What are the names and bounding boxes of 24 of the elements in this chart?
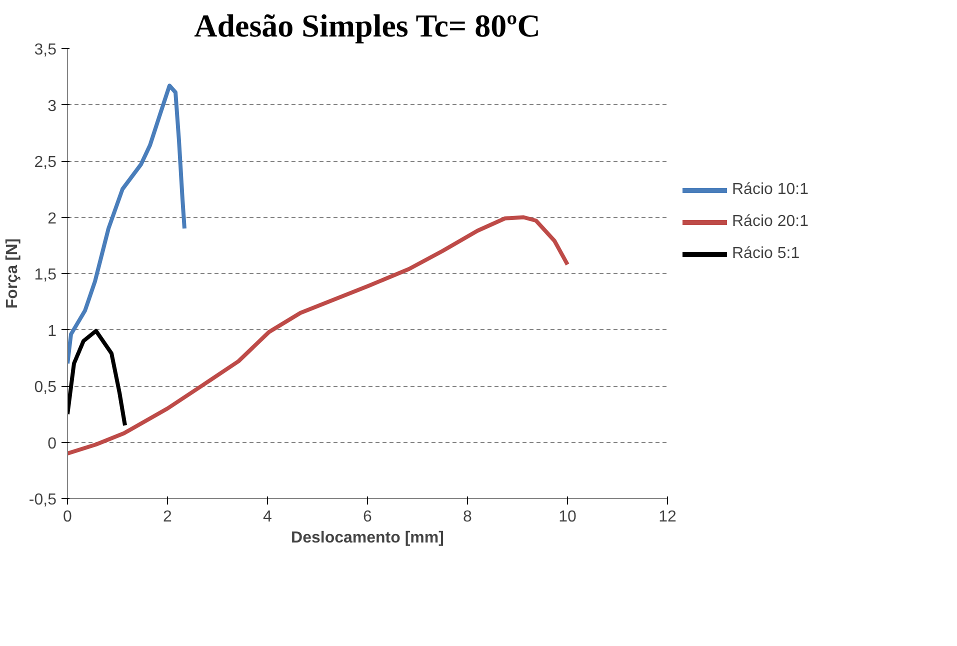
y-tick-label: 2,5 [34,154,57,171]
y-tick-label: 3 [48,98,57,115]
legend-label: Rácio 20:1 [732,213,808,231]
y-tick-label: 2 [48,210,57,228]
y-tick-label: 3,5 [34,42,57,58]
x-tick-label: 10 [558,508,576,526]
legend-label: Rácio 10:1 [732,181,808,199]
line-series [68,215,570,456]
x-tick-label: 4 [263,508,272,526]
x-tick-label: 2 [163,508,172,526]
x-axis-title: Deslocamento [mm] [291,530,444,546]
x-tick-label: 0 [63,508,72,526]
y-tick-label: -0,5 [28,492,57,508]
chart-title: Adesão Simples Tc= 80ºC [194,8,540,44]
line-series [68,84,186,366]
y-axis-title: Força [N] [4,238,21,309]
x-tick-label: 6 [363,508,372,526]
y-tick-label: 1 [48,322,57,340]
y-tick-label: 1,5 [34,266,57,284]
y-tick-label: 0 [48,435,57,452]
legend-label: Rácio 5:1 [732,245,800,263]
x-tick-label: 8 [463,508,472,526]
y-tick-label: 0,5 [34,379,57,396]
x-tick-label: 12 [658,508,676,526]
